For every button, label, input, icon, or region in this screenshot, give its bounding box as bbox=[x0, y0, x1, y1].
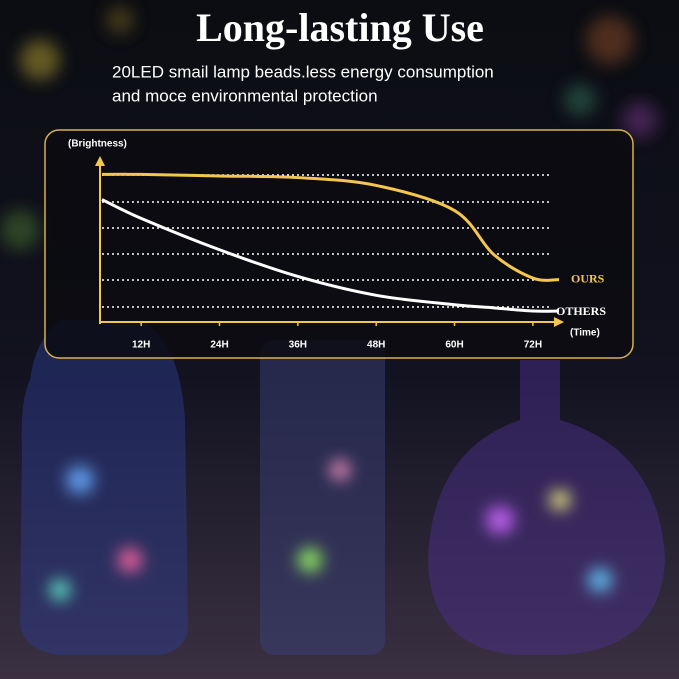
chart-panel bbox=[44, 129, 634, 359]
x-axis-label: (Time) bbox=[570, 328, 600, 339]
title: Long-lasting Use bbox=[196, 5, 484, 50]
x-tick-label: 72H bbox=[524, 340, 542, 351]
x-tick-label: 36H bbox=[289, 340, 307, 351]
series-line bbox=[101, 198, 560, 313]
x-tick-label: 24H bbox=[210, 340, 228, 351]
x-tick-label: 60H bbox=[445, 340, 463, 351]
series-line bbox=[101, 172, 560, 282]
bottles bbox=[20, 320, 665, 655]
subtitle: 20LED smail lamp beads.less energy consu… bbox=[112, 62, 494, 81]
x-tick-label: 12H bbox=[132, 340, 150, 351]
series-label: OTHERS bbox=[556, 304, 606, 318]
y-axis-label: (Brightness) bbox=[68, 139, 127, 150]
subtitle: and moce environmental protection bbox=[112, 86, 378, 105]
series-label: OURS bbox=[571, 271, 605, 285]
axes bbox=[95, 156, 564, 327]
x-tick-label: 48H bbox=[367, 340, 385, 351]
